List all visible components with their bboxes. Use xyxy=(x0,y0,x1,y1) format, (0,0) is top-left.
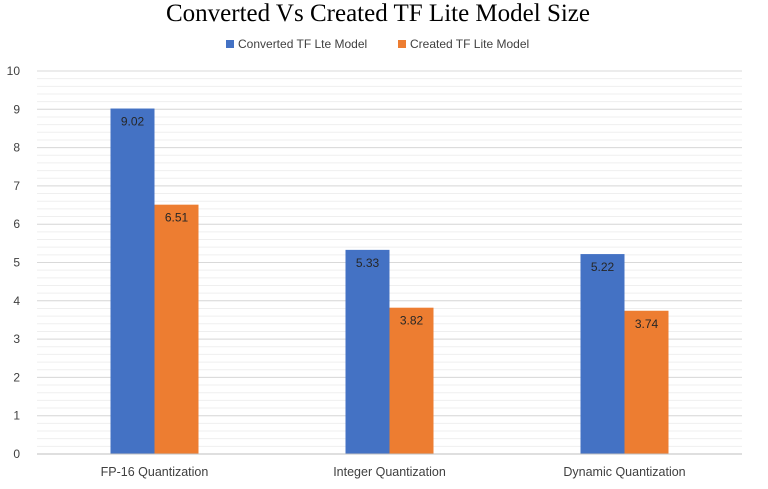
y-axis: 0 1 2 3 4 5 6 7 8 9 10 xyxy=(7,64,21,461)
x-tick-label: FP-16 Quantization xyxy=(101,465,209,479)
legend-swatch-created xyxy=(398,40,406,48)
data-label: 5.33 xyxy=(356,256,380,270)
x-tick-label: Dynamic Quantization xyxy=(563,465,685,479)
bar xyxy=(154,204,199,454)
bars xyxy=(110,108,669,454)
y-tick-label: 10 xyxy=(7,64,21,78)
legend-swatch-converted xyxy=(226,40,234,48)
y-tick-label: 8 xyxy=(13,141,20,155)
data-label: 3.74 xyxy=(635,317,659,331)
y-tick-label: 7 xyxy=(13,179,20,193)
y-tick-label: 4 xyxy=(13,294,20,308)
bar xyxy=(345,249,390,454)
chart-title: Converted Vs Created TF Lite Model Size xyxy=(166,0,590,27)
x-tick-label: Integer Quantization xyxy=(333,465,446,479)
y-tick-label: 2 xyxy=(13,370,20,384)
legend-label-created: Created TF Lite Model xyxy=(410,37,529,51)
data-label: 9.02 xyxy=(121,115,145,129)
y-tick-label: 9 xyxy=(13,102,20,116)
bar xyxy=(580,254,625,454)
legend: Converted TF Lte Model Created TF Lite M… xyxy=(226,37,529,51)
bar xyxy=(110,108,155,454)
data-label: 3.82 xyxy=(400,314,424,328)
y-tick-label: 1 xyxy=(13,409,20,423)
x-axis: FP-16 Quantization Integer Quantization Dy… xyxy=(101,465,686,479)
y-tick-label: 0 xyxy=(13,447,20,461)
y-tick-label: 5 xyxy=(13,256,20,270)
y-tick-label: 6 xyxy=(13,217,20,231)
y-tick-label: 3 xyxy=(13,332,20,346)
data-labels: 9.02 6.51 5.33 3.82 5.22 3.74 xyxy=(121,115,659,331)
legend-label-converted: Converted TF Lte Model xyxy=(238,37,367,51)
bar xyxy=(389,307,434,454)
data-label: 6.51 xyxy=(165,211,189,225)
data-label: 5.22 xyxy=(591,260,615,274)
bar xyxy=(624,310,669,454)
